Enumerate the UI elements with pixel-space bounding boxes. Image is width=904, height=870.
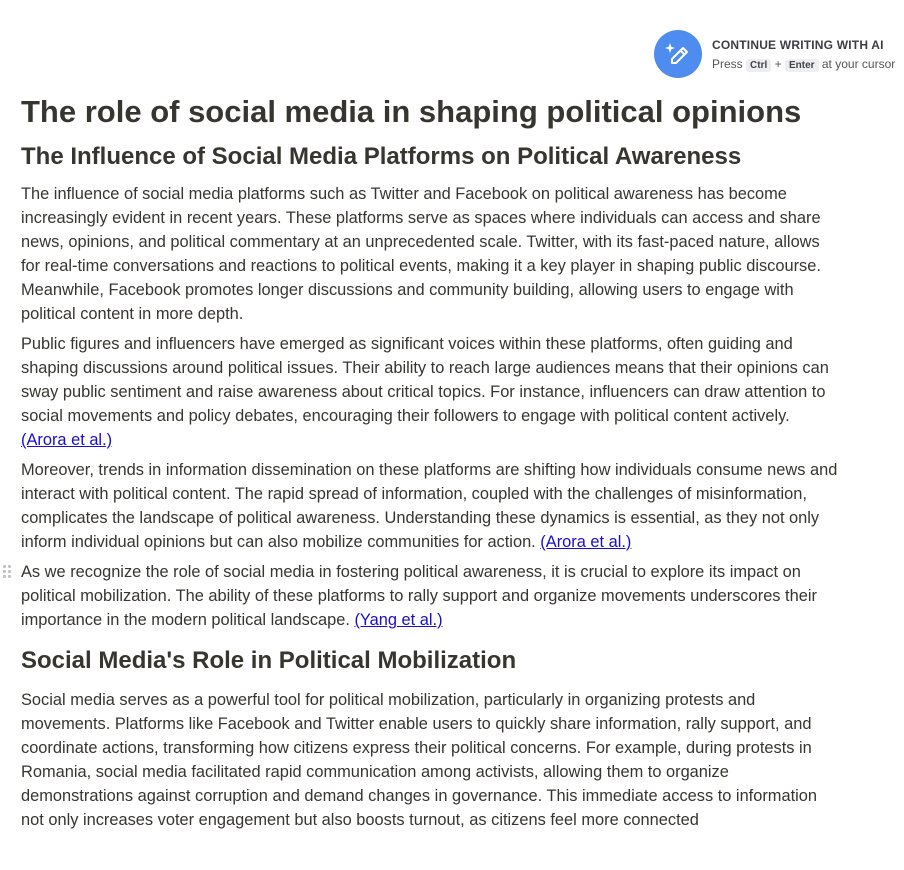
drag-handle-icon[interactable] [3, 565, 13, 579]
hint-suffix: at your cursor [821, 56, 896, 71]
hint-plus: + [774, 56, 782, 71]
paragraph-text: Moreover, trends in information dissemin… [21, 461, 838, 551]
citation-link[interactable]: (Yang et al.) [354, 611, 443, 629]
section-heading[interactable]: Social Media's Role in Political Mobiliz… [21, 647, 517, 674]
ai-prompt-hint: Press Ctrl + Enter at your cursor [712, 56, 896, 72]
paragraph[interactable]: Social media serves as a powerful tool f… [21, 691, 818, 829]
document-title[interactable]: The role of social media in shaping poli… [21, 94, 802, 129]
ctrl-key: Ctrl [746, 58, 772, 72]
paragraph[interactable]: Moreover, trends in information dissemin… [21, 458, 839, 554]
hint-press: Press [712, 56, 743, 71]
paragraph[interactable]: The influence of social media platforms … [21, 185, 821, 323]
paragraph-text: As we recognize the role of social media… [21, 563, 817, 629]
continue-writing-ai-prompt: CONTINUE WRITING WITH AI Press Ctrl + En… [654, 30, 895, 78]
ai-prompt-title: CONTINUE WRITING WITH AI [712, 37, 884, 52]
enter-key: Enter [784, 58, 819, 72]
citation-link[interactable]: (Arora et al.) [540, 533, 632, 551]
paragraph[interactable]: Public figures and influencers have emer… [21, 332, 839, 452]
paragraph-text: Public figures and influencers have emer… [21, 335, 829, 425]
document-editor[interactable]: The role of social media in shaping poli… [3, 92, 839, 838]
sparkle-pencil-icon [665, 43, 688, 64]
citation-link[interactable]: (Arora et al.) [21, 431, 113, 449]
section-heading[interactable]: The Influence of Social Media Platforms … [21, 143, 742, 170]
ai-write-button[interactable] [654, 30, 702, 78]
paragraph[interactable]: As we recognize the role of social media… [3, 560, 839, 632]
